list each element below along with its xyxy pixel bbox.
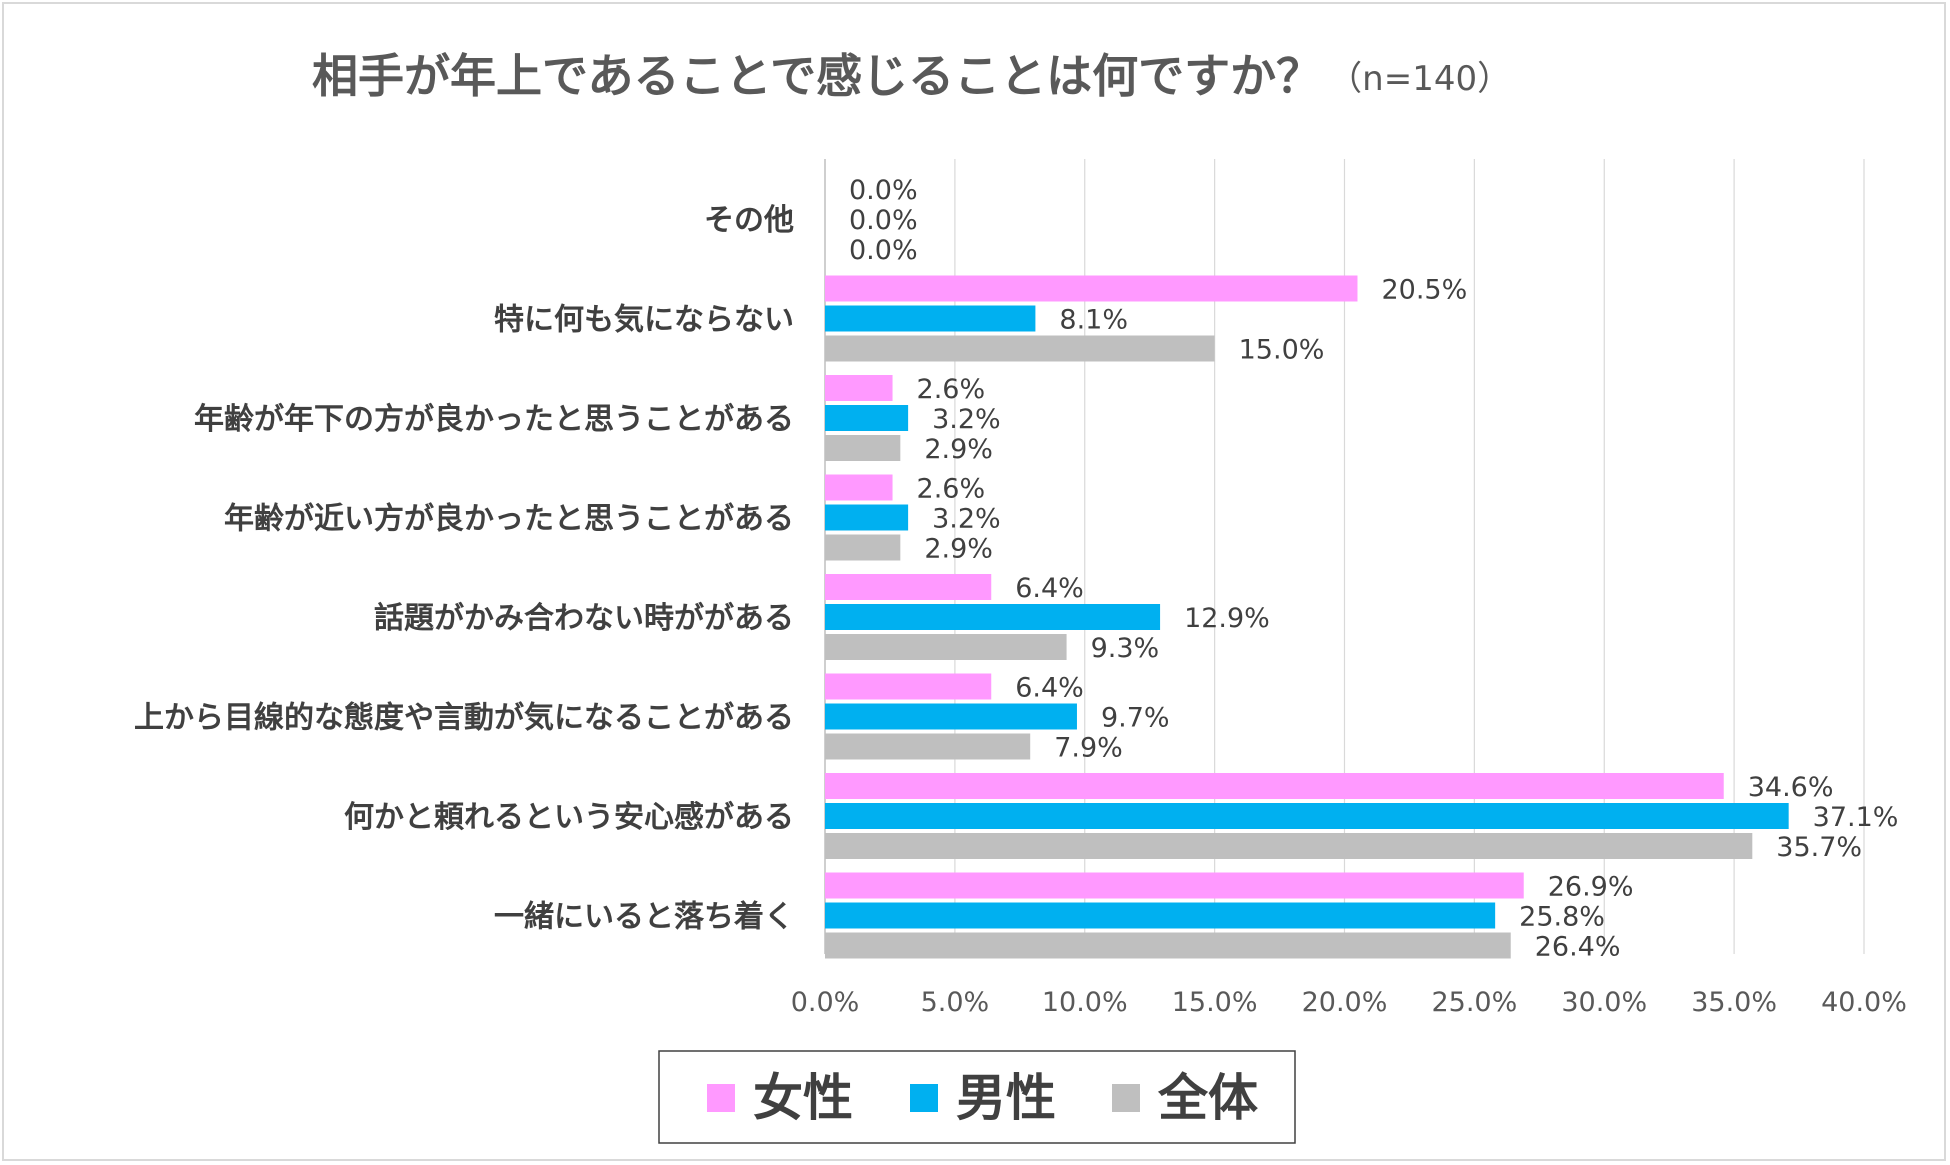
x-tick-label: 20.0% <box>1302 987 1388 1018</box>
data-label: 35.7% <box>1776 832 1862 863</box>
data-label: 37.1% <box>1813 802 1899 833</box>
bars: 0.0%0.0%0.0%20.5%8.1%15.0%2.6%3.2%2.9%2.… <box>825 175 1898 963</box>
legend-box <box>658 1050 1296 1144</box>
category-label: 年齢が年下の方が良かったと思うことがある <box>194 402 794 437</box>
category-label: 特に何も気にならない <box>494 303 794 338</box>
bar-女性 <box>825 574 992 600</box>
data-label: 34.6% <box>1748 772 1834 803</box>
data-label: 6.4% <box>1015 673 1084 704</box>
bar-chart: 相手が年上であることで感じることは何ですか？ （n=140） 0.0%0.0%0… <box>134 49 1907 1144</box>
bar-女性 <box>825 275 1358 302</box>
bar-男性 <box>825 703 1077 730</box>
data-label: 2.9% <box>924 534 993 565</box>
data-label: 2.6% <box>917 374 986 405</box>
bar-全体 <box>825 534 901 561</box>
chart-title: 相手が年上であることで感じることは何ですか？ <box>312 49 1322 103</box>
data-label: 0.0% <box>849 235 918 266</box>
category-label: その他 <box>704 203 794 238</box>
legend: 女性 男性 全体 <box>658 1050 1296 1144</box>
data-label: 6.4% <box>1015 573 1084 604</box>
category-label: 上から目線的な態度や言動が気になることがある <box>134 701 794 736</box>
legend-label: 女性 <box>753 1069 853 1127</box>
x-tick-label: 0.0% <box>791 987 860 1018</box>
x-tick-label: 25.0% <box>1431 987 1517 1018</box>
category-label: 話題がかみ合わない時ががある <box>374 601 794 636</box>
bar-男性 <box>825 803 1789 829</box>
data-label: 9.3% <box>1091 633 1160 664</box>
data-label: 3.2% <box>932 404 1001 435</box>
bar-男性 <box>825 305 1036 332</box>
data-label: 2.6% <box>917 474 986 505</box>
x-tick-label: 40.0% <box>1821 987 1907 1018</box>
x-tick-label: 30.0% <box>1561 987 1647 1018</box>
category-label: 年齢が近い方が良かったと思うことがある <box>224 502 794 537</box>
bar-男性 <box>825 604 1161 630</box>
chart-subtitle: （n=140） <box>1328 59 1511 99</box>
data-label: 3.2% <box>932 504 1001 535</box>
bar-全体 <box>825 833 1753 859</box>
data-label: 0.0% <box>849 175 918 206</box>
x-tick-label: 35.0% <box>1691 987 1777 1018</box>
data-label: 15.0% <box>1239 335 1325 366</box>
bar-女性 <box>825 474 893 501</box>
category-label: 何かと頼れるという安心感がある <box>344 800 794 835</box>
data-label: 2.9% <box>924 434 993 465</box>
bar-男性 <box>825 504 909 531</box>
x-tick-labels: 0.0% 5.0% 10.0% 15.0% 20.0% 25.0% 30.0% 35.0% 40… <box>791 987 1907 1018</box>
legend-label: 全体 <box>1157 1069 1258 1127</box>
data-label: 0.0% <box>849 205 918 236</box>
data-label: 26.9% <box>1548 872 1634 903</box>
category-label: 一緒にいると落ち着く <box>494 900 794 935</box>
data-label: 9.7% <box>1101 703 1170 734</box>
data-label: 26.4% <box>1535 932 1621 963</box>
data-label: 12.9% <box>1184 603 1270 634</box>
x-tick-label: 5.0% <box>921 987 990 1018</box>
x-tick-label: 10.0% <box>1042 987 1128 1018</box>
bar-女性 <box>825 375 893 401</box>
legend-swatch <box>1112 1084 1140 1112</box>
legend-label: 男性 <box>956 1069 1056 1127</box>
data-label: 20.5% <box>1381 275 1467 306</box>
category-labels: その他特に何も気にならない年齢が年下の方が良かったと思うことがある年齢が近い方が… <box>134 203 794 935</box>
bar-女性 <box>825 872 1524 899</box>
bar-女性 <box>825 673 992 700</box>
x-tick-label: 15.0% <box>1172 987 1258 1018</box>
bar-男性 <box>825 405 909 431</box>
legend-swatch <box>910 1084 938 1112</box>
bar-全体 <box>825 733 1031 760</box>
bar-全体 <box>825 634 1067 660</box>
data-label: 7.9% <box>1054 733 1123 764</box>
bar-男性 <box>825 902 1496 929</box>
bar-全体 <box>825 932 1511 959</box>
legend-swatch <box>707 1084 735 1112</box>
data-label: 8.1% <box>1059 305 1128 336</box>
bar-全体 <box>825 435 901 461</box>
data-label: 25.8% <box>1519 902 1605 933</box>
bar-全体 <box>825 335 1215 362</box>
bar-女性 <box>825 773 1724 799</box>
